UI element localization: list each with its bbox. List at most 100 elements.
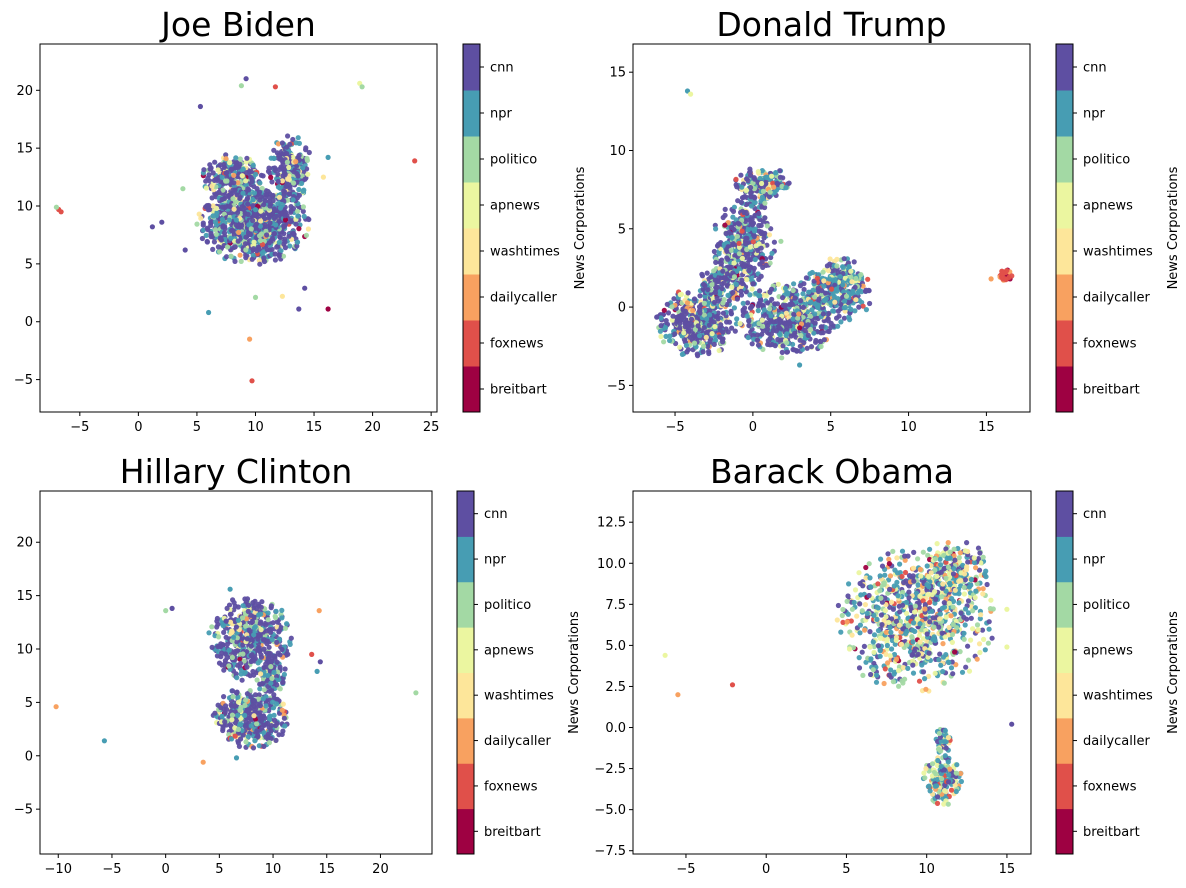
scatter-point xyxy=(759,168,765,174)
scatter-point xyxy=(232,720,238,726)
scatter-point xyxy=(704,270,710,276)
scatter-point xyxy=(805,322,811,328)
scatter-point xyxy=(705,287,711,293)
scatter-point xyxy=(200,227,206,233)
scatter-point xyxy=(834,256,840,262)
scatter-point xyxy=(737,321,743,327)
scatter-point xyxy=(684,300,691,306)
scatter-point xyxy=(775,281,781,287)
scatter-point xyxy=(210,246,216,252)
scatter-point xyxy=(733,281,740,287)
scatter-point xyxy=(863,287,869,293)
scatter-point xyxy=(728,224,735,231)
y-tick-label: −5 xyxy=(14,373,33,388)
scatter-point xyxy=(286,233,292,239)
scatter-point xyxy=(296,186,302,193)
scatter-point xyxy=(199,235,205,242)
scatter-point xyxy=(219,174,225,180)
scatter-point xyxy=(707,312,713,318)
scatter-point xyxy=(255,734,261,740)
scatter-point xyxy=(290,197,296,203)
scatter-point xyxy=(791,281,797,287)
scatter-point xyxy=(747,292,753,298)
colorbar-segment-dailycaller xyxy=(457,717,474,764)
scatter-point xyxy=(287,641,293,648)
scatter-point xyxy=(804,345,810,351)
scatter-point xyxy=(773,318,780,324)
scatter-point xyxy=(750,332,757,339)
scatter-point xyxy=(239,204,245,210)
scatter-point xyxy=(295,179,301,185)
scatter-point xyxy=(294,239,301,245)
scatter-point xyxy=(826,328,832,335)
scatter-point xyxy=(203,185,209,191)
scatter-point xyxy=(277,664,283,670)
scatter-point xyxy=(856,304,862,310)
scatter-point xyxy=(238,671,244,677)
scatter-point xyxy=(169,605,175,612)
panel-title: Joe Biden xyxy=(159,5,316,44)
scatter-point xyxy=(779,183,785,189)
scatter-point xyxy=(233,217,239,223)
scatter-point xyxy=(224,244,231,250)
scatter-point xyxy=(286,191,292,197)
scatter-point xyxy=(250,657,256,663)
scatter-point xyxy=(233,155,239,161)
scatter-point xyxy=(745,253,751,259)
scatter-point xyxy=(279,646,285,653)
scatter-point xyxy=(215,167,221,173)
scatter-point xyxy=(999,268,1005,274)
scatter-point xyxy=(861,643,868,650)
scatter-point xyxy=(820,269,826,275)
scatter-point xyxy=(774,180,780,186)
scatter-point xyxy=(233,755,240,761)
scatter-point xyxy=(265,617,271,623)
scatter-point xyxy=(238,704,244,710)
scatter-point xyxy=(258,671,264,677)
scatter-point xyxy=(258,654,265,660)
scatter-point xyxy=(282,151,288,158)
scatter-point xyxy=(235,209,241,216)
scatter-point xyxy=(829,286,835,292)
scatter-point xyxy=(290,136,296,143)
scatter-point xyxy=(681,330,687,336)
scatter-point xyxy=(207,166,213,172)
scatter-point xyxy=(267,220,273,226)
colorbar-label-politico: politico xyxy=(484,598,531,613)
scatter-point xyxy=(248,612,254,618)
scatter-point xyxy=(771,184,777,190)
scatter-point xyxy=(198,215,204,221)
scatter-point xyxy=(733,176,739,182)
colorbar-label-washtimes: washtimes xyxy=(490,245,560,260)
scatter-point xyxy=(803,275,810,281)
x-tick-label: 15 xyxy=(318,862,335,877)
scatter-point xyxy=(807,271,813,277)
scatter-point xyxy=(359,84,365,90)
scatter-point xyxy=(797,325,803,331)
x-tick-label: 0 xyxy=(162,862,170,877)
scatter-point xyxy=(276,239,282,245)
scatter-point xyxy=(701,300,708,306)
scatter-point xyxy=(197,103,203,110)
y-tick-label: 0 xyxy=(25,749,33,764)
scatter-point xyxy=(282,217,289,223)
scatter-point xyxy=(222,719,228,725)
scatter-point xyxy=(683,342,690,349)
points xyxy=(53,586,419,765)
scatter-point xyxy=(237,660,244,667)
scatter-point xyxy=(756,241,762,247)
colorbar-segment-dailycaller xyxy=(1056,274,1073,321)
scatter-point xyxy=(270,699,276,705)
scatter-point xyxy=(257,714,263,721)
scatter-point xyxy=(281,191,287,197)
scatter-point xyxy=(249,652,255,658)
scatter-point xyxy=(207,206,213,213)
scatter-point xyxy=(966,668,973,674)
scatter-point xyxy=(746,322,752,329)
scatter-point xyxy=(227,619,234,625)
scatter-point xyxy=(281,671,287,678)
scatter-point xyxy=(741,261,748,267)
scatter-point xyxy=(267,688,273,694)
scatter-point xyxy=(259,241,266,248)
